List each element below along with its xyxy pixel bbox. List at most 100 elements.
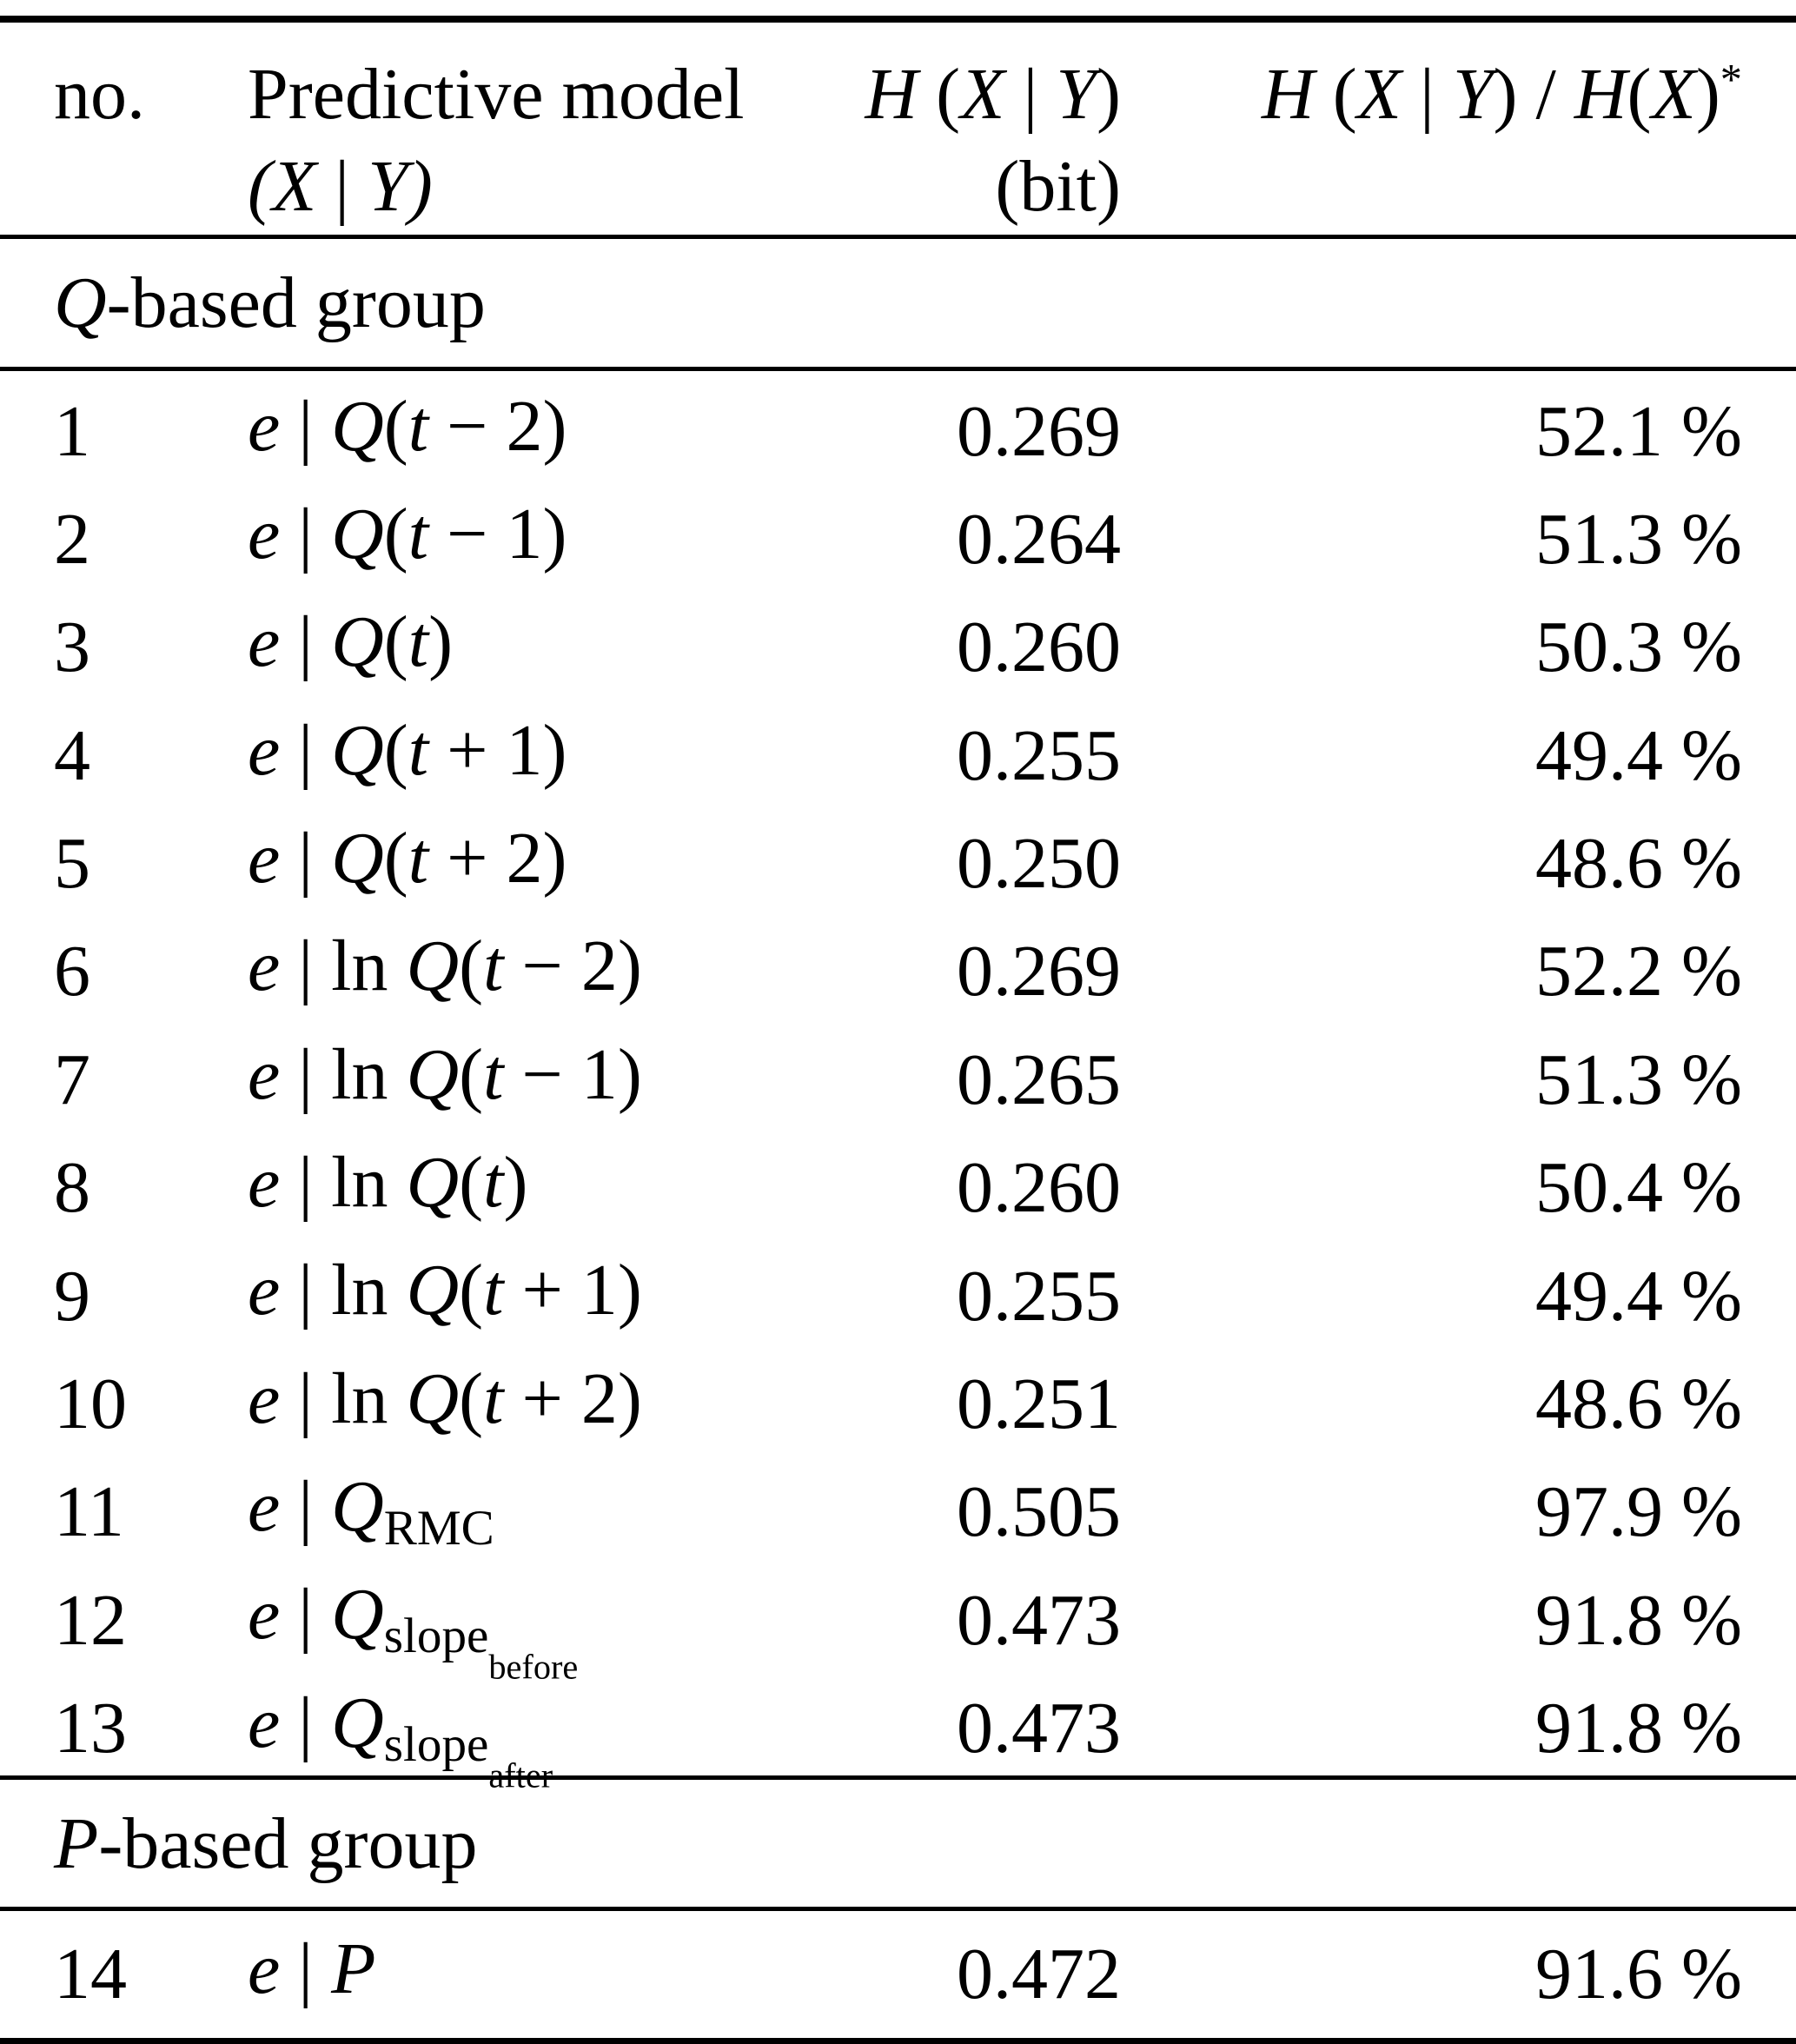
model-arg-rest: − 1) [503,1033,642,1115]
model-arg-rest: + 1) [428,709,567,791]
row-number-text: 7 [54,1039,90,1120]
model-main-var: Q [331,601,384,683]
row-number-text: 8 [54,1147,90,1229]
row-number: 8 [0,1127,200,1235]
header-entropy-h: H [865,54,918,135]
ratio-value: 52.1 % [1121,368,1796,479]
model-ln: ln [331,1142,407,1224]
model-arg-open: ( [383,709,408,791]
ratio-value-text: 97.9 % [1535,1471,1742,1553]
ratio-value-text: 52.2 % [1535,931,1742,1012]
row-number: 6 [0,911,200,1019]
model-arg-var: t [408,601,429,683]
model-arg-var: t [408,709,429,791]
model-bar: | [280,1682,332,1763]
model-lead: e [248,385,281,467]
model-main-var: Q [331,817,384,899]
model-cell: e | ln Q(t + 1) [200,1235,756,1343]
header-entropy-y: Y [1056,54,1097,135]
model-lead: e [248,1250,281,1331]
model-cell: e | Q(t + 2) [200,803,756,911]
table-row: 8 e | ln Q(t) 0.260 50.4 % [0,1127,1796,1235]
table-row: 6 e | ln Q(t − 2) 0.269 52.2 % [0,911,1796,1019]
header-ratio-h1: H [1262,54,1315,135]
model-cell: e | Qslopeafter [200,1668,756,1793]
model-bar: | [280,1466,332,1548]
entropy-value: 0.255 [756,695,1121,803]
model-bar: | [280,926,332,1007]
header-entropy-x: X [960,54,1005,135]
model-subscript: RMC [383,1501,494,1556]
model-bar: | [280,1357,332,1439]
row-number: 14 [0,1909,200,2041]
row-number: 1 [0,368,200,479]
group-q-var: Q [54,262,107,343]
entropy-value: 0.269 [756,911,1121,1019]
model-main-var: Q [406,926,460,1007]
model-arg-var: t [483,1033,504,1115]
model-cell: e | ln Q(t + 2) [200,1344,756,1451]
ratio-value-text: 48.6 % [1535,1363,1742,1444]
model-main-var: Q [406,1250,460,1331]
model-bar: | [280,1142,332,1224]
header-model-bar: | [316,146,368,227]
table-row: 14 e | P 0.472 91.6 % [0,1909,1796,2041]
entropy-value: 0.264 [756,479,1121,587]
entropy-value-text: 0.269 [957,931,1121,1012]
ratio-value: 49.4 % [1121,1235,1796,1343]
model-cell: e | P [200,1909,756,2041]
model-main-var: Q [331,1574,384,1656]
model-arg-var: t [483,1250,504,1331]
model-bar: | [280,601,332,683]
table-row: 2 e | Q(t − 1) 0.264 51.3 % [0,479,1796,587]
header-no-label: no. [54,54,145,135]
q-rows-section: 1 e | Q(t − 2) 0.269 52.1 % 2 e | Q(t − … [0,368,1796,1793]
model-lead: e [248,1574,281,1656]
model-ln: ln [331,1357,407,1439]
model-bar: | [280,1250,332,1331]
header-ratio-bar: | [1401,54,1453,135]
table-head-section: no. Predictive model (X | Y) H (X | Y) (… [0,19,1796,236]
model-arg-open: ( [383,601,408,683]
model-cell: e | Q(t + 1) [200,695,756,803]
entropy-value: 0.251 [756,1344,1121,1451]
row-number-text: 11 [54,1471,124,1553]
group-header-q-cell: Q-based group [0,236,1796,368]
model-cell: e | ln Q(t − 1) [200,1019,756,1127]
model-bar: | [280,817,332,899]
ratio-value: 50.4 % [1121,1127,1796,1235]
entropy-value: 0.269 [756,368,1121,479]
group-q-rest: -based group [106,262,486,343]
ratio-value-text: 51.3 % [1535,499,1742,581]
header-ratio-x2: X [1651,54,1696,135]
row-number-text: 5 [54,823,90,905]
header-entropy: H (X | Y) (bit) [756,19,1122,236]
table-row: 5 e | Q(t + 2) 0.250 48.6 % [0,803,1796,911]
header-model-close: ) [408,146,433,227]
p-group-header-section: P-based group [0,1777,1796,1909]
table-row: 9 e | ln Q(t + 1) 0.255 49.4 % [0,1235,1796,1343]
row-number: 3 [0,587,200,694]
model-arg-var: t [408,817,429,899]
group-p-var: P [54,1802,99,1884]
ratio-value: 49.4 % [1121,695,1796,803]
row-number: 7 [0,1019,200,1127]
header-entropy-open: ( [918,54,961,135]
table-row: 7 e | ln Q(t − 1) 0.265 51.3 % [0,1019,1796,1127]
model-ln: ln [331,1250,407,1331]
model-bar: | [280,1574,332,1656]
model-bar: | [280,493,332,574]
entropy-value: 0.472 [756,1909,1121,2041]
row-number: 13 [0,1668,200,1778]
entropy-value: 0.473 [756,1559,1121,1667]
entropy-value: 0.505 [756,1451,1121,1559]
ratio-value: 91.6 % [1121,1909,1796,2041]
model-bar: | [280,1033,332,1115]
header-model: Predictive model (X | Y) [200,19,756,236]
entropy-value-text: 0.473 [957,1687,1121,1769]
q-group-header-section: Q-based group [0,236,1796,368]
entropy-value-text: 0.260 [957,1147,1121,1229]
ratio-value: 52.2 % [1121,911,1796,1019]
model-arg-rest: ) [428,601,454,683]
entropy-value-text: 0.269 [957,390,1121,472]
